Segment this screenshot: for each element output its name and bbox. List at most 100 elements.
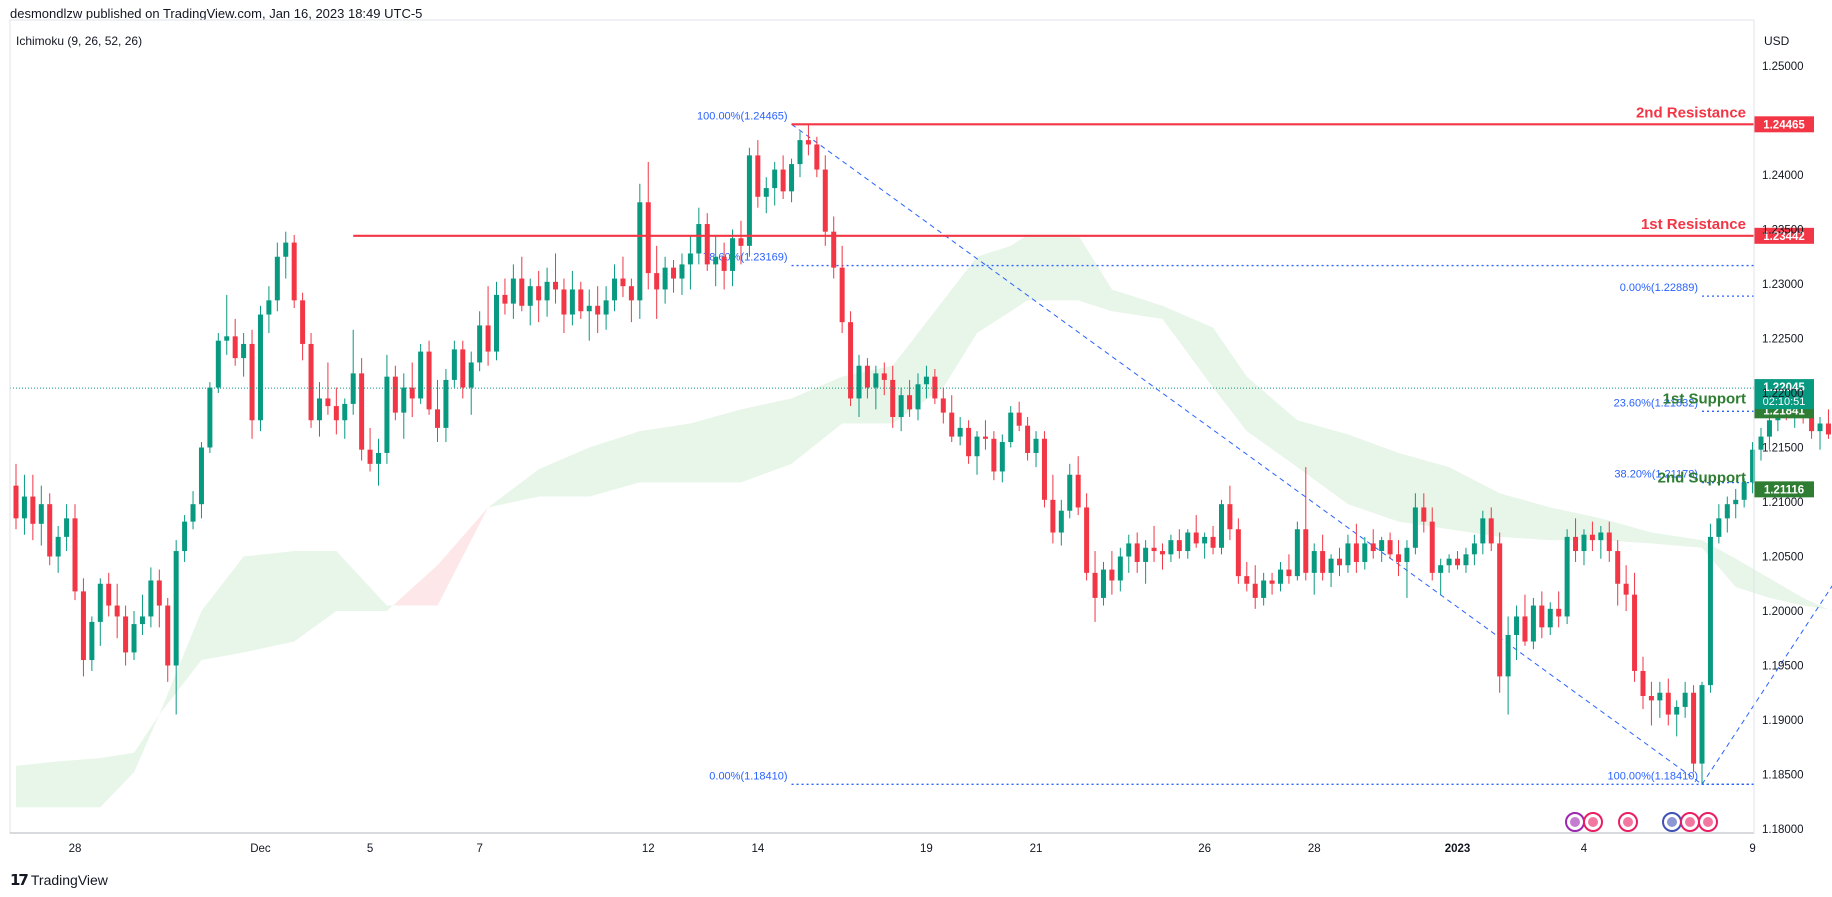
economic-event-icon [1680, 812, 1700, 832]
x-tick-label: 19 [920, 843, 933, 855]
candle-down [940, 398, 946, 413]
candle-up [215, 340, 221, 388]
candle-up [974, 436, 980, 457]
candle-up [97, 583, 103, 622]
candle-up [401, 387, 407, 413]
candle-up [375, 452, 381, 464]
candle-up [89, 621, 95, 661]
candle-down [156, 580, 162, 606]
candle-up [1328, 558, 1334, 573]
candle-down [1303, 529, 1309, 573]
fib-up-level-label: 100.00%(1.18410) [1607, 770, 1698, 782]
event-icon-flag [1623, 817, 1633, 827]
candle-up [190, 504, 196, 522]
candle-down [1825, 423, 1831, 435]
economic-event-icon [1662, 812, 1682, 832]
fib-down-level-label: 0.00%(1.18410) [709, 770, 787, 782]
candle-down [80, 591, 86, 661]
tradingview-logo-icon: 17 [10, 871, 29, 889]
candle-up [1067, 474, 1073, 511]
candle-up [241, 343, 247, 359]
cloud-bullish-segment [16, 551, 396, 808]
economic-event-icon [1618, 812, 1638, 832]
candle-down [1244, 576, 1250, 584]
resistance-price-label: 1.24465 [1763, 119, 1805, 131]
indicator-label[interactable]: Ichimoku (9, 26, 52, 26) [16, 34, 143, 48]
candle-down [1151, 547, 1157, 552]
candle-up [451, 349, 457, 380]
x-tick-label: 2023 [1445, 843, 1471, 855]
candle-down [628, 286, 634, 301]
candle-up [746, 155, 752, 246]
event-icon-flag [1588, 817, 1598, 827]
candle-up [687, 253, 693, 265]
candle-down [578, 289, 584, 312]
brand-name: TradingView [30, 872, 108, 888]
candle-up [131, 624, 137, 653]
candle-up [586, 305, 592, 312]
candle-down [704, 224, 710, 265]
candle-up [637, 202, 643, 301]
fib-down-level-label: 100.00%(1.24465) [697, 110, 788, 122]
candle-down [881, 373, 887, 380]
candle-down [460, 349, 466, 388]
candle-up [182, 521, 188, 552]
support-name: 2nd Support [1658, 469, 1746, 486]
support-price-label: 1.21116 [1764, 484, 1804, 496]
candle-up [1598, 532, 1604, 541]
candle-up [477, 325, 483, 363]
candle-down [485, 325, 491, 352]
candle-down [1632, 594, 1638, 671]
candle-up [468, 362, 474, 388]
candle-down [1353, 543, 1359, 562]
candle-up [1117, 556, 1123, 581]
y-tick-label: 1.22000 [1762, 388, 1804, 400]
candle-up [207, 387, 213, 448]
candle-down [1286, 569, 1292, 577]
candle-up [1362, 543, 1368, 562]
candle-down [1648, 696, 1654, 701]
candle-down [1075, 474, 1081, 508]
ichimoku-cloud [16, 234, 1832, 808]
candle-down [249, 343, 255, 421]
candle-up [316, 398, 322, 421]
candle-up [1278, 569, 1283, 584]
y-tick-label: 1.23000 [1762, 279, 1804, 291]
candle-up [999, 442, 1005, 472]
candle-down [123, 616, 129, 653]
fibonacci-retracements: 100.00%(1.24465)78.60%(1.23169)0.00%(1.1… [697, 110, 1832, 785]
candle-up [1218, 504, 1224, 548]
candle-down [1691, 692, 1697, 764]
x-tick-label: 28 [69, 843, 82, 855]
candle-down [1640, 670, 1646, 697]
plot-frame [9, 19, 1755, 834]
event-icon-flag [1570, 817, 1580, 827]
candle-up [1741, 482, 1747, 500]
candle-up [1202, 536, 1208, 544]
candle-down [848, 322, 854, 399]
candle-down [1159, 551, 1165, 555]
candle-down [30, 496, 36, 524]
candle-up [1404, 547, 1410, 562]
axes: 1.25000 1.24000 1.23500 1.23000 1.22500 1.220… [9, 19, 1804, 855]
candle-up [1311, 551, 1317, 573]
candle-down [165, 605, 171, 666]
tradingview-logo[interactable]: 17 TradingView [10, 871, 108, 889]
resistance-price-label: 1.23442 [1763, 231, 1805, 243]
resistance-price-badge [1754, 116, 1814, 133]
candle-down [325, 398, 331, 407]
y-tick-label: 1.19500 [1762, 661, 1804, 673]
support-name: 1st Support [1663, 390, 1746, 407]
candle-up [527, 286, 533, 306]
x-tick-label: 12 [642, 843, 655, 855]
candle-down [300, 300, 306, 344]
y-tick-label: 1.21500 [1762, 443, 1804, 455]
candle-down [890, 379, 896, 417]
fib-up-level-label: 0.00%(1.22889) [1620, 282, 1698, 294]
candle-down [1176, 540, 1182, 552]
fib-up-trend-line [1701, 585, 1832, 785]
candle-down [1025, 425, 1031, 453]
candle-up [1463, 554, 1469, 566]
candle-up [266, 300, 272, 315]
